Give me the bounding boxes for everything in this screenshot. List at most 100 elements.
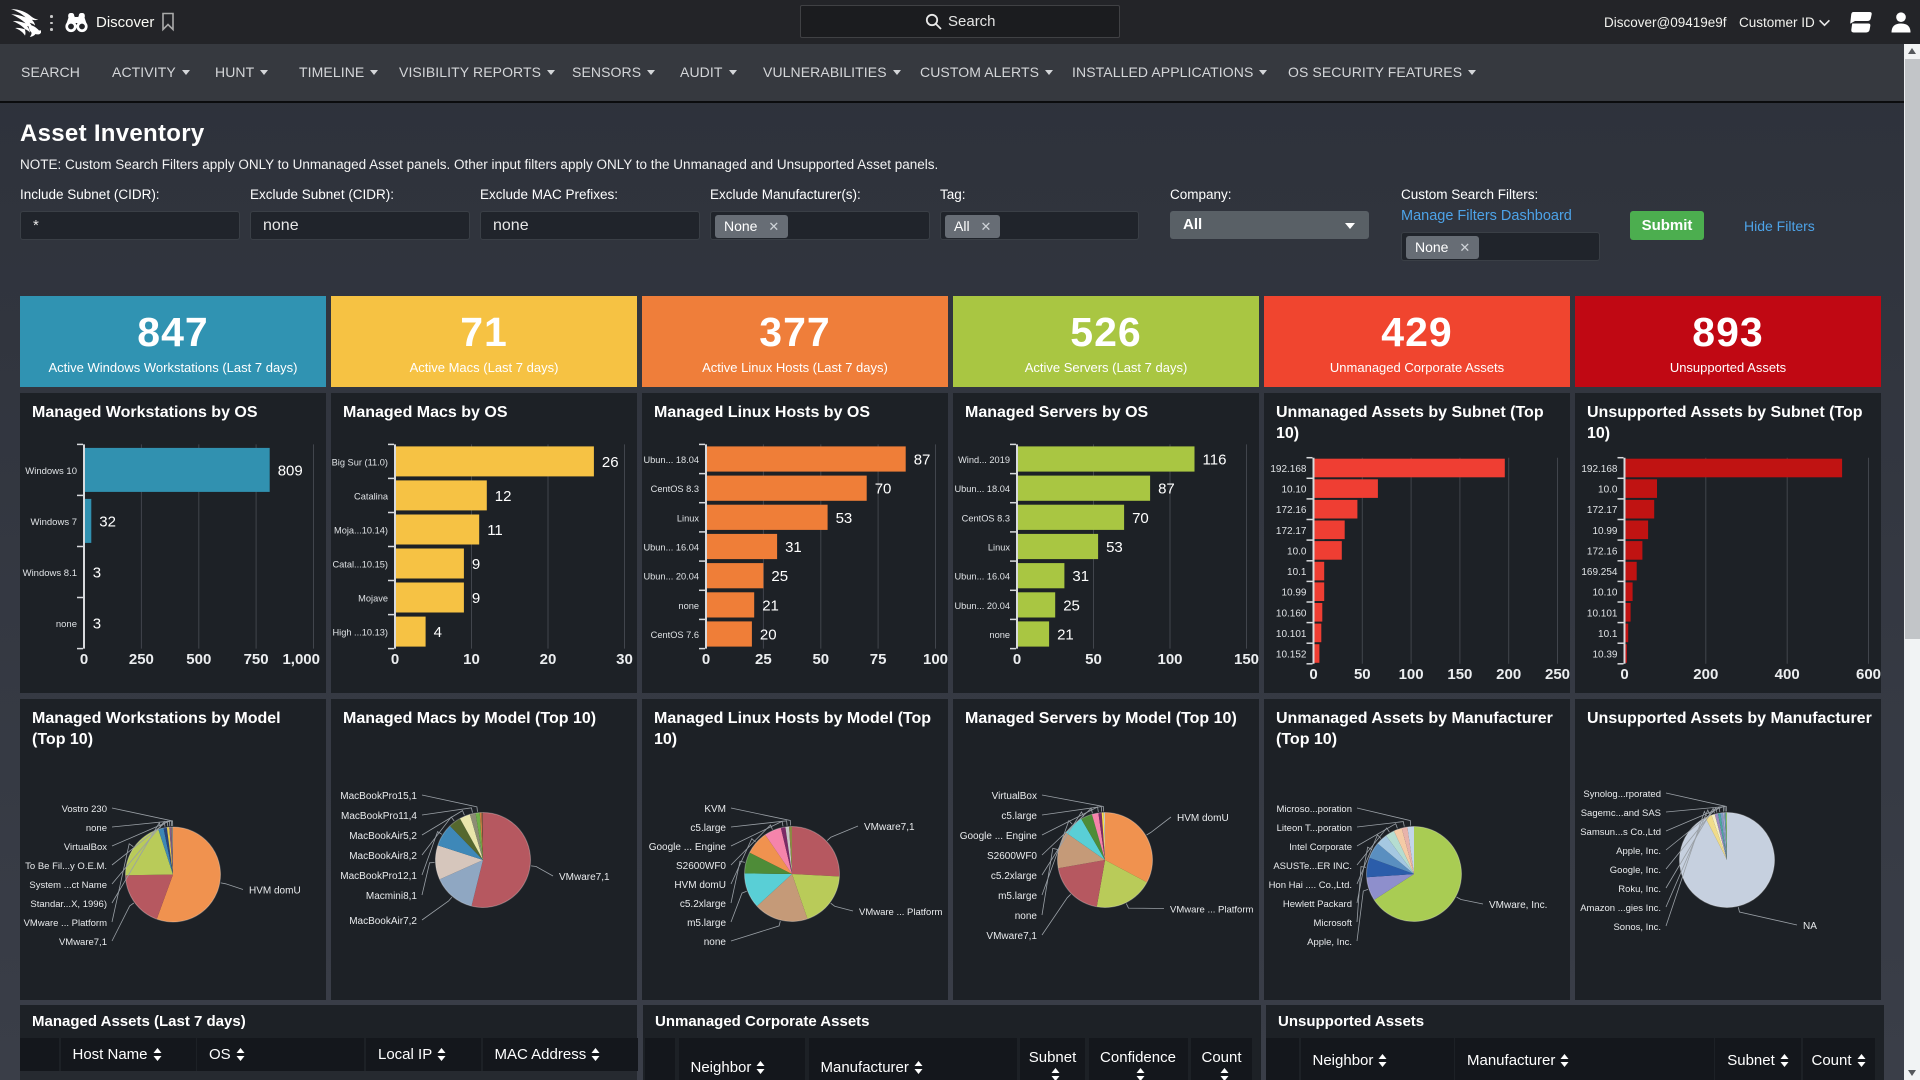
svg-text:Catalina: Catalina [354, 492, 389, 502]
svg-text:10.0: 10.0 [1287, 546, 1307, 557]
svg-text:20: 20 [760, 627, 777, 644]
svg-text:Apple, Inc.: Apple, Inc. [1616, 846, 1661, 857]
svg-text:75: 75 [870, 651, 887, 668]
svg-text:none: none [704, 937, 727, 948]
svg-text:0: 0 [1309, 666, 1317, 683]
svg-text:Microsoft: Microsoft [1313, 918, 1352, 929]
svg-text:ASUSTe...ER INC.: ASUSTe...ER INC. [1273, 861, 1352, 872]
svg-text:Ubun... 20.04: Ubun... 20.04 [643, 572, 699, 582]
svg-text:9: 9 [472, 556, 480, 573]
svg-text:CentOS 8.3: CentOS 8.3 [962, 513, 1010, 523]
svg-text:MacBookAir5,2: MacBookAir5,2 [349, 831, 417, 842]
svg-text:Google ... Engine: Google ... Engine [649, 842, 727, 853]
svg-text:Macmini8,1: Macmini8,1 [366, 891, 418, 902]
svg-text:31: 31 [1072, 568, 1089, 585]
svg-text:10.152: 10.152 [1276, 650, 1307, 661]
svg-text:30: 30 [616, 651, 633, 668]
svg-text:32: 32 [99, 514, 116, 531]
svg-text:CentOS 7.6: CentOS 7.6 [651, 630, 699, 640]
svg-text:250: 250 [1545, 666, 1570, 683]
svg-text:10.99: 10.99 [1592, 526, 1617, 537]
svg-text:VirtualBox: VirtualBox [992, 791, 1037, 802]
svg-text:Microso...poration: Microso...poration [1276, 804, 1352, 815]
svg-text:VMware, Inc.: VMware, Inc. [1489, 900, 1547, 911]
svg-text:Ubun... 20.04: Ubun... 20.04 [954, 601, 1010, 611]
svg-text:VMware ... Platform: VMware ... Platform [859, 907, 942, 918]
svg-text:System ...ct Name: System ...ct Name [29, 880, 107, 891]
svg-text:Big Sur (11.0): Big Sur (11.0) [332, 457, 388, 467]
svg-text:c5.large: c5.large [1001, 811, 1037, 822]
svg-text:70: 70 [1132, 510, 1149, 527]
svg-text:10: 10 [463, 651, 480, 668]
svg-text:0: 0 [702, 651, 710, 668]
svg-text:53: 53 [836, 510, 853, 527]
svg-text:87: 87 [1158, 481, 1175, 498]
svg-text:Catal...10.15): Catal...10.15) [332, 560, 388, 570]
svg-text:MacBookAir8,2: MacBookAir8,2 [349, 851, 417, 862]
svg-text:4: 4 [434, 624, 442, 641]
svg-text:VMware7,1: VMware7,1 [559, 872, 610, 883]
svg-text:Ubun... 16.04: Ubun... 16.04 [954, 572, 1010, 582]
svg-text:10.39: 10.39 [1592, 650, 1617, 661]
svg-text:MacBookPro12,1: MacBookPro12,1 [340, 871, 417, 882]
svg-text:87: 87 [914, 452, 931, 469]
svg-text:10.101: 10.101 [1587, 608, 1618, 619]
svg-text:Amazon ...gies Inc.: Amazon ...gies Inc. [1580, 903, 1661, 914]
svg-text:31: 31 [785, 539, 802, 556]
svg-text:none: none [56, 619, 77, 630]
svg-text:Hewlett Packard: Hewlett Packard [1283, 899, 1352, 910]
svg-text:Sagemc...and SAS: Sagemc...and SAS [1581, 808, 1661, 819]
svg-text:S2600WF0: S2600WF0 [676, 861, 726, 872]
svg-text:none: none [989, 630, 1010, 640]
svg-text:11: 11 [487, 522, 503, 539]
svg-text:25: 25 [1063, 597, 1080, 614]
svg-text:Windows 10: Windows 10 [25, 466, 77, 477]
svg-text:1,000: 1,000 [282, 651, 320, 668]
svg-text:Roku, Inc.: Roku, Inc. [1618, 884, 1661, 895]
svg-text:10.1: 10.1 [1287, 567, 1307, 578]
svg-text:10.1: 10.1 [1598, 629, 1618, 640]
svg-text:0: 0 [391, 651, 399, 668]
svg-text:21: 21 [1057, 627, 1074, 644]
svg-text:250: 250 [129, 651, 154, 668]
svg-text:KVM: KVM [704, 804, 726, 815]
svg-text:VMware ... Platform: VMware ... Platform [24, 918, 107, 929]
svg-text:Hon Hai .... Co.,Ltd.: Hon Hai .... Co.,Ltd. [1269, 880, 1352, 891]
svg-text:0: 0 [1620, 666, 1628, 683]
svg-text:9: 9 [472, 590, 480, 607]
svg-text:Liteon T...poration: Liteon T...poration [1277, 823, 1352, 834]
svg-text:none: none [678, 601, 699, 611]
svg-text:Ubun... 16.04: Ubun... 16.04 [643, 543, 699, 553]
svg-text:S2600WF0: S2600WF0 [987, 851, 1037, 862]
svg-text:Windows 7: Windows 7 [31, 517, 77, 528]
svg-text:Moja...10.14): Moja...10.14) [334, 526, 388, 536]
svg-text:VMware7,1: VMware7,1 [864, 822, 915, 833]
svg-text:MacBookPro15,1: MacBookPro15,1 [340, 791, 417, 802]
svg-text:Mojave: Mojave [358, 594, 388, 604]
svg-text:50: 50 [1085, 651, 1102, 668]
svg-text:Ubun... 18.04: Ubun... 18.04 [954, 484, 1010, 494]
svg-text:20: 20 [540, 651, 557, 668]
svg-text:10.99: 10.99 [1281, 588, 1306, 599]
svg-text:VirtualBox: VirtualBox [64, 842, 107, 853]
svg-text:10.160: 10.160 [1276, 608, 1307, 619]
svg-text:750: 750 [244, 651, 269, 668]
svg-text:Google ... Engine: Google ... Engine [960, 831, 1038, 842]
svg-text:MacBookAir7,2: MacBookAir7,2 [349, 916, 417, 927]
svg-text:NA: NA [1803, 921, 1817, 932]
svg-text:10.10: 10.10 [1281, 485, 1306, 496]
svg-text:VMware ... Platform: VMware ... Platform [1170, 905, 1253, 916]
svg-text:c5.2xlarge: c5.2xlarge [991, 871, 1038, 882]
svg-text:CentOS 8.3: CentOS 8.3 [651, 484, 699, 494]
svg-text:VMware7,1: VMware7,1 [986, 931, 1037, 942]
svg-text:Apple, Inc.: Apple, Inc. [1307, 937, 1352, 948]
svg-text:172.17: 172.17 [1276, 526, 1307, 537]
svg-text:To Be Fil...y O.E.M.: To Be Fil...y O.E.M. [25, 861, 107, 872]
svg-text:12: 12 [495, 488, 512, 505]
svg-text:Windows 8.1: Windows 8.1 [23, 568, 77, 579]
svg-text:400: 400 [1775, 666, 1800, 683]
svg-text:10.101: 10.101 [1276, 629, 1307, 640]
svg-text:192.168: 192.168 [1581, 464, 1618, 475]
svg-text:0: 0 [1013, 651, 1021, 668]
svg-text:100: 100 [1157, 651, 1182, 668]
